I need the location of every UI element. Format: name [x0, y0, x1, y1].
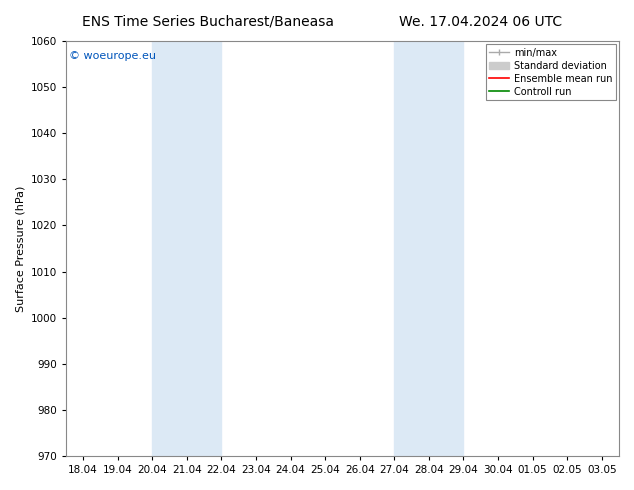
Text: We. 17.04.2024 06 UTC: We. 17.04.2024 06 UTC — [399, 15, 562, 29]
Text: ENS Time Series Bucharest/Baneasa: ENS Time Series Bucharest/Baneasa — [82, 15, 334, 29]
Bar — [394, 41, 463, 456]
Text: © woeurope.eu: © woeurope.eu — [68, 51, 155, 61]
Legend: min/max, Standard deviation, Ensemble mean run, Controll run: min/max, Standard deviation, Ensemble me… — [486, 44, 616, 100]
Bar — [152, 41, 221, 456]
Y-axis label: Surface Pressure (hPa): Surface Pressure (hPa) — [15, 185, 25, 312]
